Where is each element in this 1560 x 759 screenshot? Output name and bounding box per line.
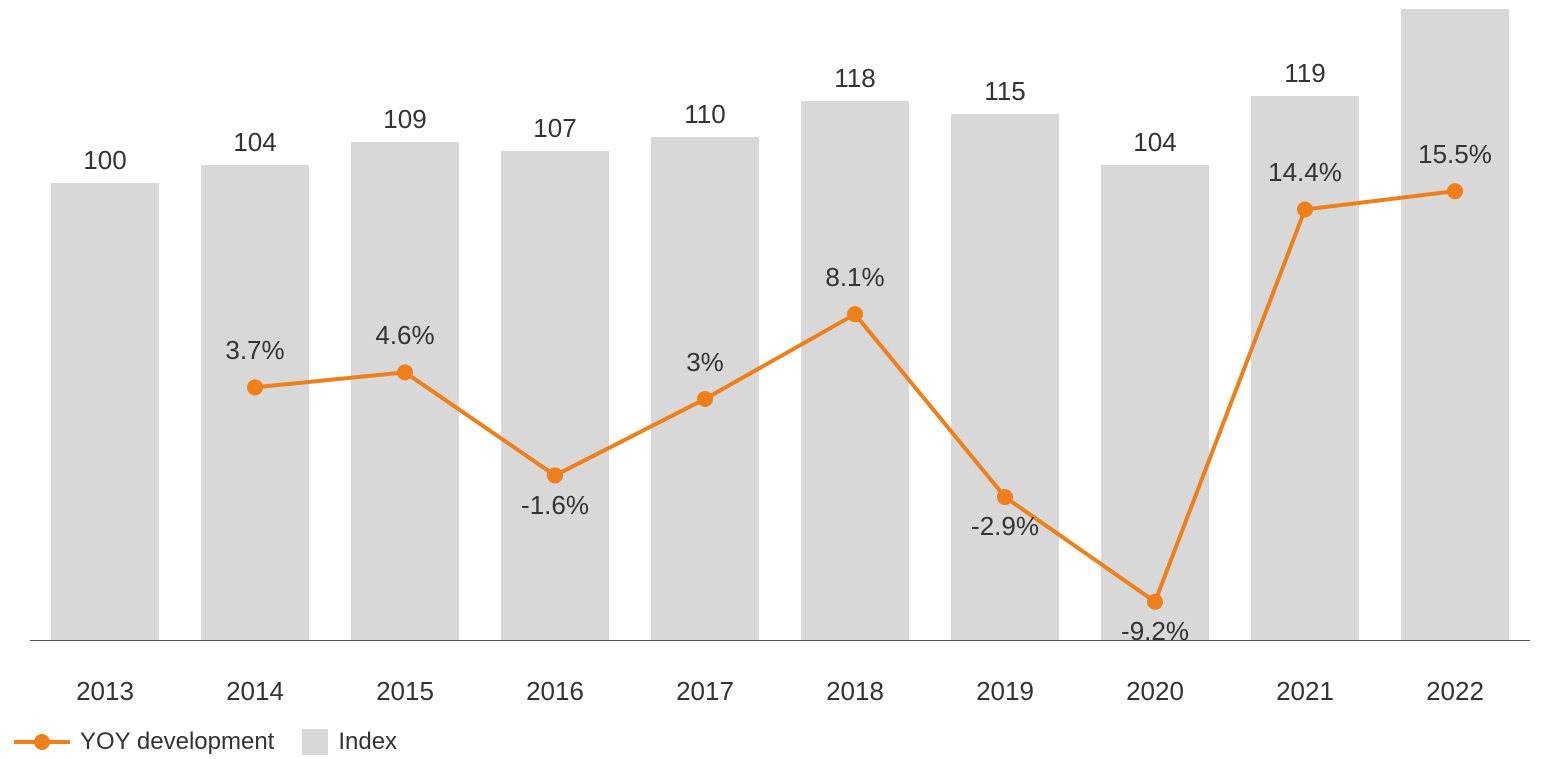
- yoy-marker: [847, 306, 863, 322]
- yoy-marker: [997, 489, 1013, 505]
- yoy-value-label: 3.7%: [225, 335, 284, 366]
- yoy-marker: [247, 379, 263, 395]
- x-tick: 2019: [976, 676, 1034, 707]
- x-tick: 2022: [1426, 676, 1484, 707]
- yoy-marker: [697, 391, 713, 407]
- yoy-value-label: -1.6%: [521, 490, 589, 521]
- x-tick: 2018: [826, 676, 884, 707]
- yoy-marker: [1447, 183, 1463, 199]
- legend-label: YOY development: [80, 728, 274, 756]
- legend-item: YOY development: [14, 728, 274, 756]
- yoy-marker: [397, 364, 413, 380]
- x-tick: 2013: [76, 676, 134, 707]
- x-tick: 2021: [1276, 676, 1334, 707]
- line-overlay: [30, 0, 1530, 640]
- x-tick: 2014: [226, 676, 284, 707]
- index-yoy-chart: 1001041091071101181151041191383.7%4.6%-1…: [0, 0, 1560, 759]
- x-axis-baseline: [30, 640, 1530, 641]
- yoy-value-label: 4.6%: [375, 320, 434, 351]
- x-tick: 2016: [526, 676, 584, 707]
- plot-area: 1001041091071101181151041191383.7%4.6%-1…: [30, 0, 1530, 640]
- legend-item: Index: [302, 728, 397, 756]
- legend-swatch: [302, 729, 328, 755]
- yoy-marker: [1147, 594, 1163, 610]
- yoy-value-label: 3%: [686, 347, 724, 378]
- legend-line-marker: [14, 732, 70, 752]
- yoy-value-label: -9.2%: [1121, 616, 1189, 647]
- yoy-value-label: -2.9%: [971, 511, 1039, 542]
- yoy-marker: [1297, 201, 1313, 217]
- x-tick: 2020: [1126, 676, 1184, 707]
- legend: YOY development Index: [14, 728, 397, 756]
- x-tick: 2015: [376, 676, 434, 707]
- yoy-value-label: 8.1%: [825, 262, 884, 293]
- yoy-marker: [547, 467, 563, 483]
- yoy-value-label: 14.4%: [1268, 157, 1342, 188]
- x-tick: 2017: [676, 676, 734, 707]
- yoy-line: [255, 191, 1455, 602]
- yoy-value-label: 15.5%: [1418, 139, 1492, 170]
- legend-label: Index: [338, 728, 397, 756]
